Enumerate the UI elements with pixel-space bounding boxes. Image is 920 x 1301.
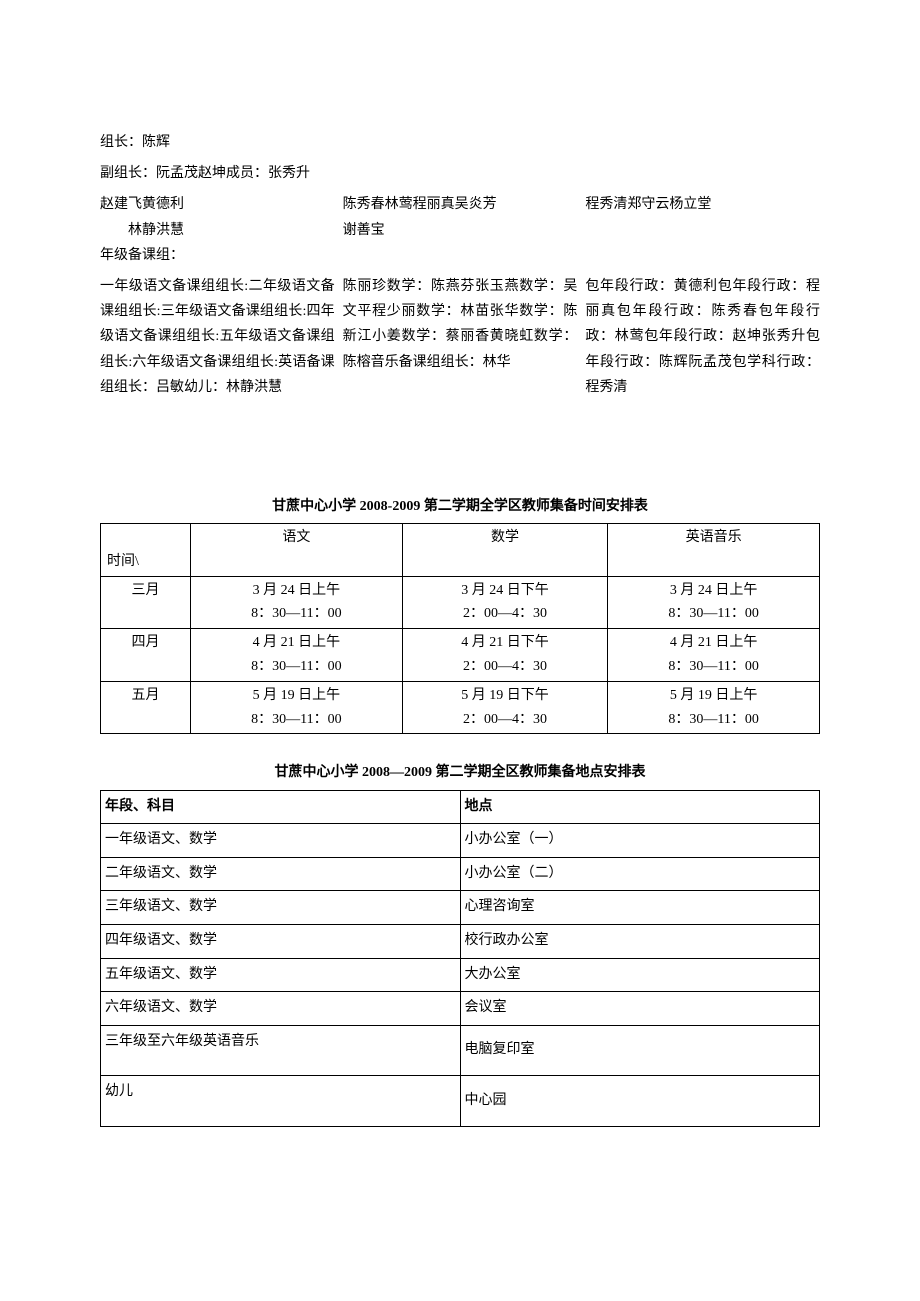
leader-line: 组长：陈辉 [100, 130, 820, 155]
cell: 4 月 21 日下午 2：00—4：30 [402, 629, 608, 682]
cell: 五年级语文、数学 [101, 958, 461, 992]
line4-col2: 谢善宝 [343, 218, 578, 243]
row-month: 四月 [101, 629, 191, 682]
cell: 4 月 21 日上午 8：30—11：00 [608, 629, 820, 682]
col-subject: 年段、科目 [101, 790, 461, 824]
cell: 一年级语文、数学 [101, 824, 461, 858]
cell: 电脑复印室 [460, 1025, 820, 1076]
cell: 小办公室（二） [460, 857, 820, 891]
cell: 5 月 19 日上午 8：30—11：00 [608, 681, 820, 734]
cell: 小办公室（一） [460, 824, 820, 858]
table-row: 三年级语文、数学心理咨询室 [101, 891, 820, 925]
cell: 大办公室 [460, 958, 820, 992]
table-header-row: 时间\ 语文 数学 英语音乐 [101, 524, 820, 577]
schedule-location-table: 年段、科目 地点 一年级语文、数学小办公室（一） 二年级语文、数学小办公室（二）… [100, 790, 820, 1127]
cell: 3 月 24 日下午 2：00—4：30 [402, 576, 608, 629]
table-row: 幼儿中心园 [101, 1076, 820, 1127]
cell: 3 月 24 日上午 8：30—11：00 [191, 576, 403, 629]
cell: 六年级语文、数学 [101, 992, 461, 1026]
line3-col3: 程秀清郑守云杨立堂 [585, 192, 820, 217]
vice-leader-right: 张秀升 [268, 166, 310, 181]
cell: 中心园 [460, 1076, 820, 1127]
grade-group-label: 年级备课组： [100, 243, 820, 268]
cell: 5 月 19 日下午 2：00—4：30 [402, 681, 608, 734]
table-row: 一年级语文、数学小办公室（一） [101, 824, 820, 858]
cell: 三年级至六年级英语音乐 [101, 1025, 461, 1076]
row-month: 三月 [101, 576, 191, 629]
table-row: 五月 5 月 19 日上午 8：30—11：00 5 月 19 日下午 2：00… [101, 681, 820, 734]
table1-title: 甘蔗中心小学 2008-2009 第二学期全学区教师集备时间安排表 [100, 494, 820, 519]
table2-title: 甘蔗中心小学 2008—2009 第二学期全区教师集备地点安排表 [100, 760, 820, 785]
grade-col2: 陈丽珍数学：陈燕芬张玉燕数学：吴文平程少丽数学：林苗张华数学：陈新江小姜数学：蔡… [343, 274, 578, 400]
cell: 3 月 24 日上午 8：30—11：00 [608, 576, 820, 629]
cell: 心理咨询室 [460, 891, 820, 925]
corner-cell: 时间\ [101, 524, 191, 577]
cell: 幼儿 [101, 1076, 461, 1127]
col-location: 地点 [460, 790, 820, 824]
col-shuxue: 数学 [402, 524, 608, 577]
vice-leader-line: 副组长：阮孟茂赵坤成员：张秀升 [100, 161, 820, 186]
line3-col1: 赵建飞黄德利 [100, 192, 335, 217]
table-row: 五年级语文、数学大办公室 [101, 958, 820, 992]
line4-col1: 林静洪慧 [100, 218, 335, 243]
cell: 四年级语文、数学 [101, 925, 461, 959]
table-row: 三年级至六年级英语音乐电脑复印室 [101, 1025, 820, 1076]
cell: 三年级语文、数学 [101, 891, 461, 925]
table-row: 四年级语文、数学校行政办公室 [101, 925, 820, 959]
vice-leader-left: 副组长：阮孟茂赵坤成员： [100, 166, 268, 181]
cell: 4 月 21 日上午 8：30—11：00 [191, 629, 403, 682]
cell: 会议室 [460, 992, 820, 1026]
table-row: 二年级语文、数学小办公室（二） [101, 857, 820, 891]
table-row: 四月 4 月 21 日上午 8：30—11：00 4 月 21 日下午 2：00… [101, 629, 820, 682]
cell: 5 月 19 日上午 8：30—11：00 [191, 681, 403, 734]
grade-col3: 包年段行政：黄德利包年段行政：程丽真包年段行政：陈秀春包年段行政：林莺包年段行政… [585, 274, 820, 400]
table-row: 三月 3 月 24 日上午 8：30—11：00 3 月 24 日下午 2：00… [101, 576, 820, 629]
line4-col3 [585, 218, 820, 243]
cell: 二年级语文、数学 [101, 857, 461, 891]
cell: 校行政办公室 [460, 925, 820, 959]
table-row: 六年级语文、数学会议室 [101, 992, 820, 1026]
table-header-row: 年段、科目 地点 [101, 790, 820, 824]
col-yuwen: 语文 [191, 524, 403, 577]
line3-col2: 陈秀春林莺程丽真吴炎芳 [343, 192, 578, 217]
grade-col1: 一年级语文备课组组长:二年级语文备课组组长:三年级语文备课组组长:四年级语文备课… [100, 274, 335, 400]
schedule-time-table: 时间\ 语文 数学 英语音乐 三月 3 月 24 日上午 8：30—11：00 … [100, 523, 820, 734]
row-month: 五月 [101, 681, 191, 734]
col-yingyu: 英语音乐 [608, 524, 820, 577]
